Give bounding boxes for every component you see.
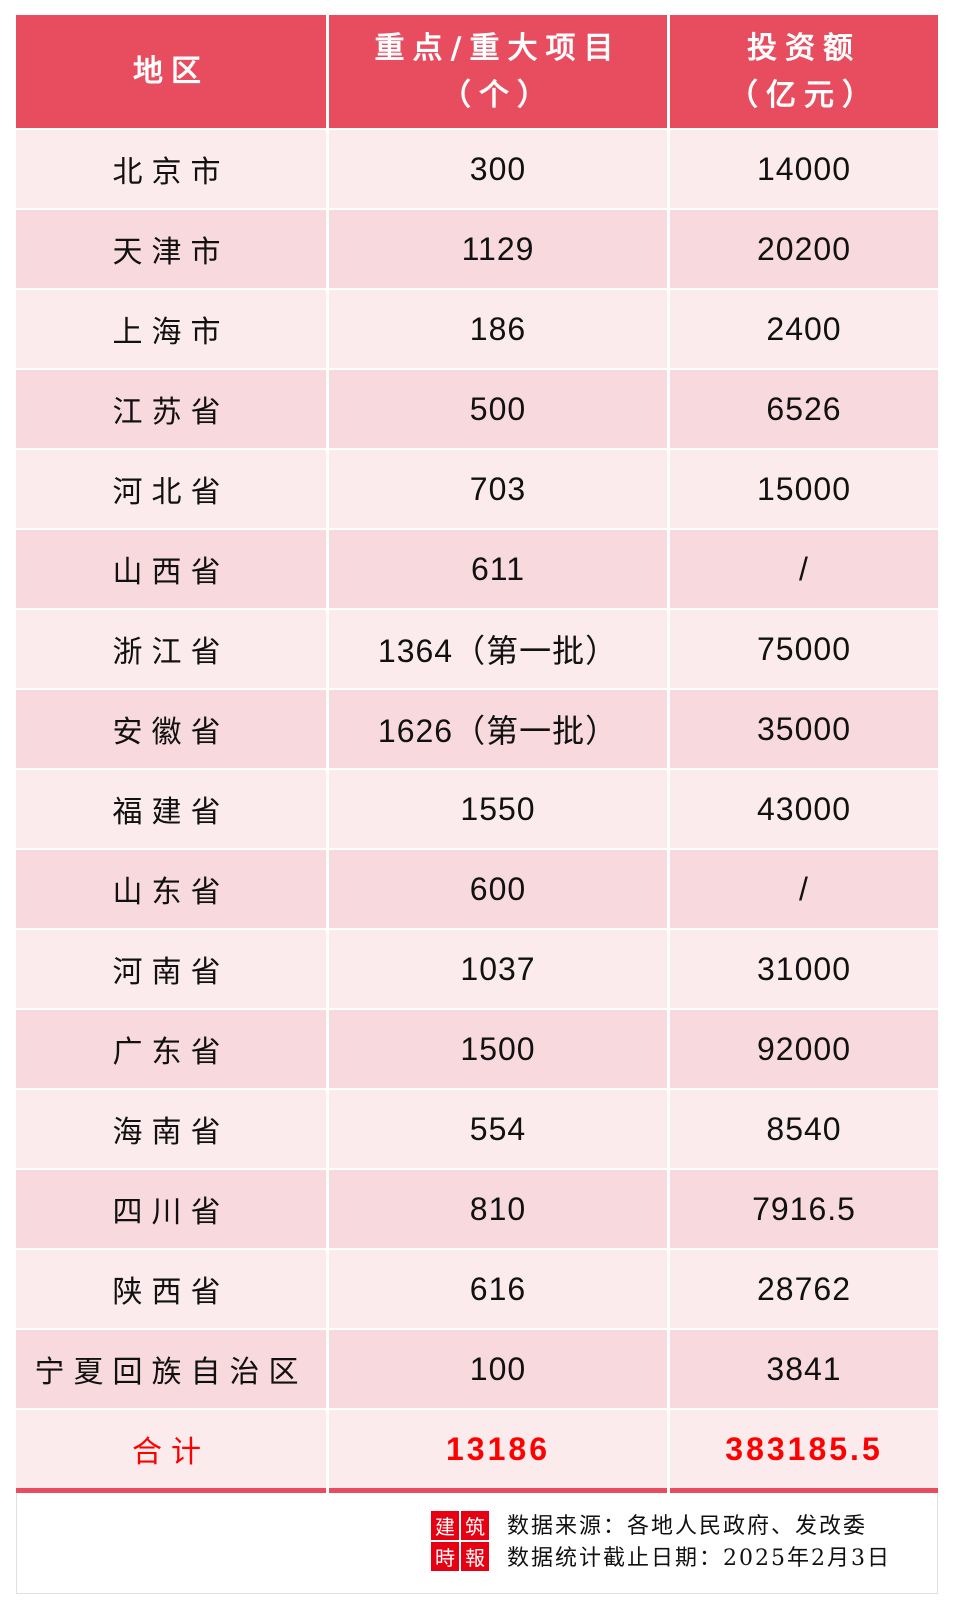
- total-projects: 13186: [329, 1410, 667, 1488]
- investment-cell: 15000: [670, 450, 938, 528]
- table-row: 山西省 611/: [16, 530, 938, 608]
- data-source: 数据来源：各地人民政府、发改委: [507, 1514, 868, 1539]
- footer-notes: 数据来源：各地人民政府、发改委 数据统计截止日期：2025年2月3日: [507, 1511, 891, 1575]
- region-cell: 山东省: [16, 850, 326, 928]
- header-region: 地区: [16, 15, 326, 128]
- region-cell: 北京市: [16, 130, 326, 208]
- projects-cell: 186: [329, 290, 667, 368]
- header-region-label: 地区: [133, 54, 209, 89]
- table-row: 河北省 703 15000: [16, 450, 938, 528]
- table-row: 江苏省 500 6526: [16, 370, 938, 448]
- investment-cell: 35000: [670, 690, 938, 768]
- header-investment-unit: （亿元）: [728, 77, 880, 113]
- projects-cell: 1129: [329, 210, 667, 288]
- table-row: 北京市 300 14000: [16, 130, 938, 208]
- footer: 建 筑 時 報 数据来源：各地人民政府、发改委 数据统计截止日期：2025年2月…: [16, 1493, 938, 1594]
- table-row: 上海市 186 2400: [16, 290, 938, 368]
- logo-char: 建: [431, 1511, 459, 1540]
- region-cell: 安徽省: [16, 690, 326, 768]
- projects-cell: 1037: [329, 930, 667, 1008]
- header-investment: 投资额 （亿元）: [670, 15, 938, 128]
- investment-cell: /: [670, 850, 938, 928]
- projects-cell: 100: [329, 1330, 667, 1408]
- investment-cell: 14000: [670, 130, 938, 208]
- investment-cell: 8540: [670, 1090, 938, 1168]
- logo-char: 筑: [461, 1511, 489, 1540]
- total-row: 合计 13186 383185.5: [16, 1410, 938, 1488]
- region-cell: 河北省: [16, 450, 326, 528]
- investment-cell: 92000: [670, 1010, 938, 1088]
- investment-cell: 31000: [670, 930, 938, 1008]
- region-cell: 海南省: [16, 1090, 326, 1168]
- investment-cell: 75000: [670, 610, 938, 688]
- table-row: 陕西省 616 28762: [16, 1250, 938, 1328]
- region-cell: 天津市: [16, 210, 326, 288]
- region-cell: 浙江省: [16, 610, 326, 688]
- projects-cell: 1550: [329, 770, 667, 848]
- table-row: 海南省 554 8540: [16, 1090, 938, 1168]
- projects-cell: 1626（第一批）: [329, 690, 667, 768]
- region-cell: 河南省: [16, 930, 326, 1008]
- publisher-logo: 建 筑 時 報: [431, 1511, 489, 1571]
- investment-cell: 6526: [670, 370, 938, 448]
- investment-cell: 28762: [670, 1250, 938, 1328]
- total-investment: 383185.5: [670, 1410, 938, 1488]
- investment-cell: 2400: [670, 290, 938, 368]
- region-cell: 山西省: [16, 530, 326, 608]
- table-header: 地区 重点/重大项目 （个） 投资额 （亿元）: [16, 15, 938, 128]
- investment-cell: /: [670, 530, 938, 608]
- table-bottom-rule: [16, 1488, 938, 1493]
- header-projects: 重点/重大项目 （个）: [329, 15, 667, 128]
- investment-cell: 43000: [670, 770, 938, 848]
- region-cell: 江苏省: [16, 370, 326, 448]
- projects-cell: 300: [329, 130, 667, 208]
- investment-cell: 7916.5: [670, 1170, 938, 1248]
- projects-cell: 703: [329, 450, 667, 528]
- table-row: 浙江省 1364（第一批） 75000: [16, 610, 938, 688]
- data-cutoff-date: 数据统计截止日期：2025年2月3日: [507, 1546, 891, 1571]
- region-cell: 四川省: [16, 1170, 326, 1248]
- projects-cell: 616: [329, 1250, 667, 1328]
- logo-char: 時: [431, 1542, 459, 1571]
- projects-cell: 1500: [329, 1010, 667, 1088]
- table-row: 安徽省 1626（第一批） 35000: [16, 690, 938, 768]
- logo-char: 報: [461, 1542, 489, 1571]
- table-row: 福建省 1550 43000: [16, 770, 938, 848]
- header-investment-label: 投资额: [747, 30, 861, 66]
- total-label: 合计: [16, 1410, 326, 1488]
- region-cell: 广东省: [16, 1010, 326, 1088]
- table-row: 山东省 600/: [16, 850, 938, 928]
- region-cell: 陕西省: [16, 1250, 326, 1328]
- table-row: 四川省 810 7916.5: [16, 1170, 938, 1248]
- projects-cell: 810: [329, 1170, 667, 1248]
- table-row: 宁夏回族自治区 100 3841: [16, 1330, 938, 1408]
- region-cell: 宁夏回族自治区: [16, 1330, 326, 1408]
- table-row: 河南省 1037 31000: [16, 930, 938, 1008]
- projects-cell: 1364（第一批）: [329, 610, 667, 688]
- projects-cell: 554: [329, 1090, 667, 1168]
- projects-cell: 611: [329, 530, 667, 608]
- investment-table: 地区 重点/重大项目 （个） 投资额 （亿元） 北京市 300 14000 天津市 11…: [16, 15, 938, 1493]
- region-cell: 福建省: [16, 770, 326, 848]
- projects-cell: 500: [329, 370, 667, 448]
- header-projects-label: 重点/重大项目: [374, 30, 622, 66]
- table-row: 广东省 1500 92000: [16, 1010, 938, 1088]
- table-row: 天津市 1129 20200: [16, 210, 938, 288]
- projects-cell: 600: [329, 850, 667, 928]
- region-cell: 上海市: [16, 290, 326, 368]
- investment-cell: 20200: [670, 210, 938, 288]
- investment-cell: 3841: [670, 1330, 938, 1408]
- header-projects-unit: （个）: [441, 77, 555, 113]
